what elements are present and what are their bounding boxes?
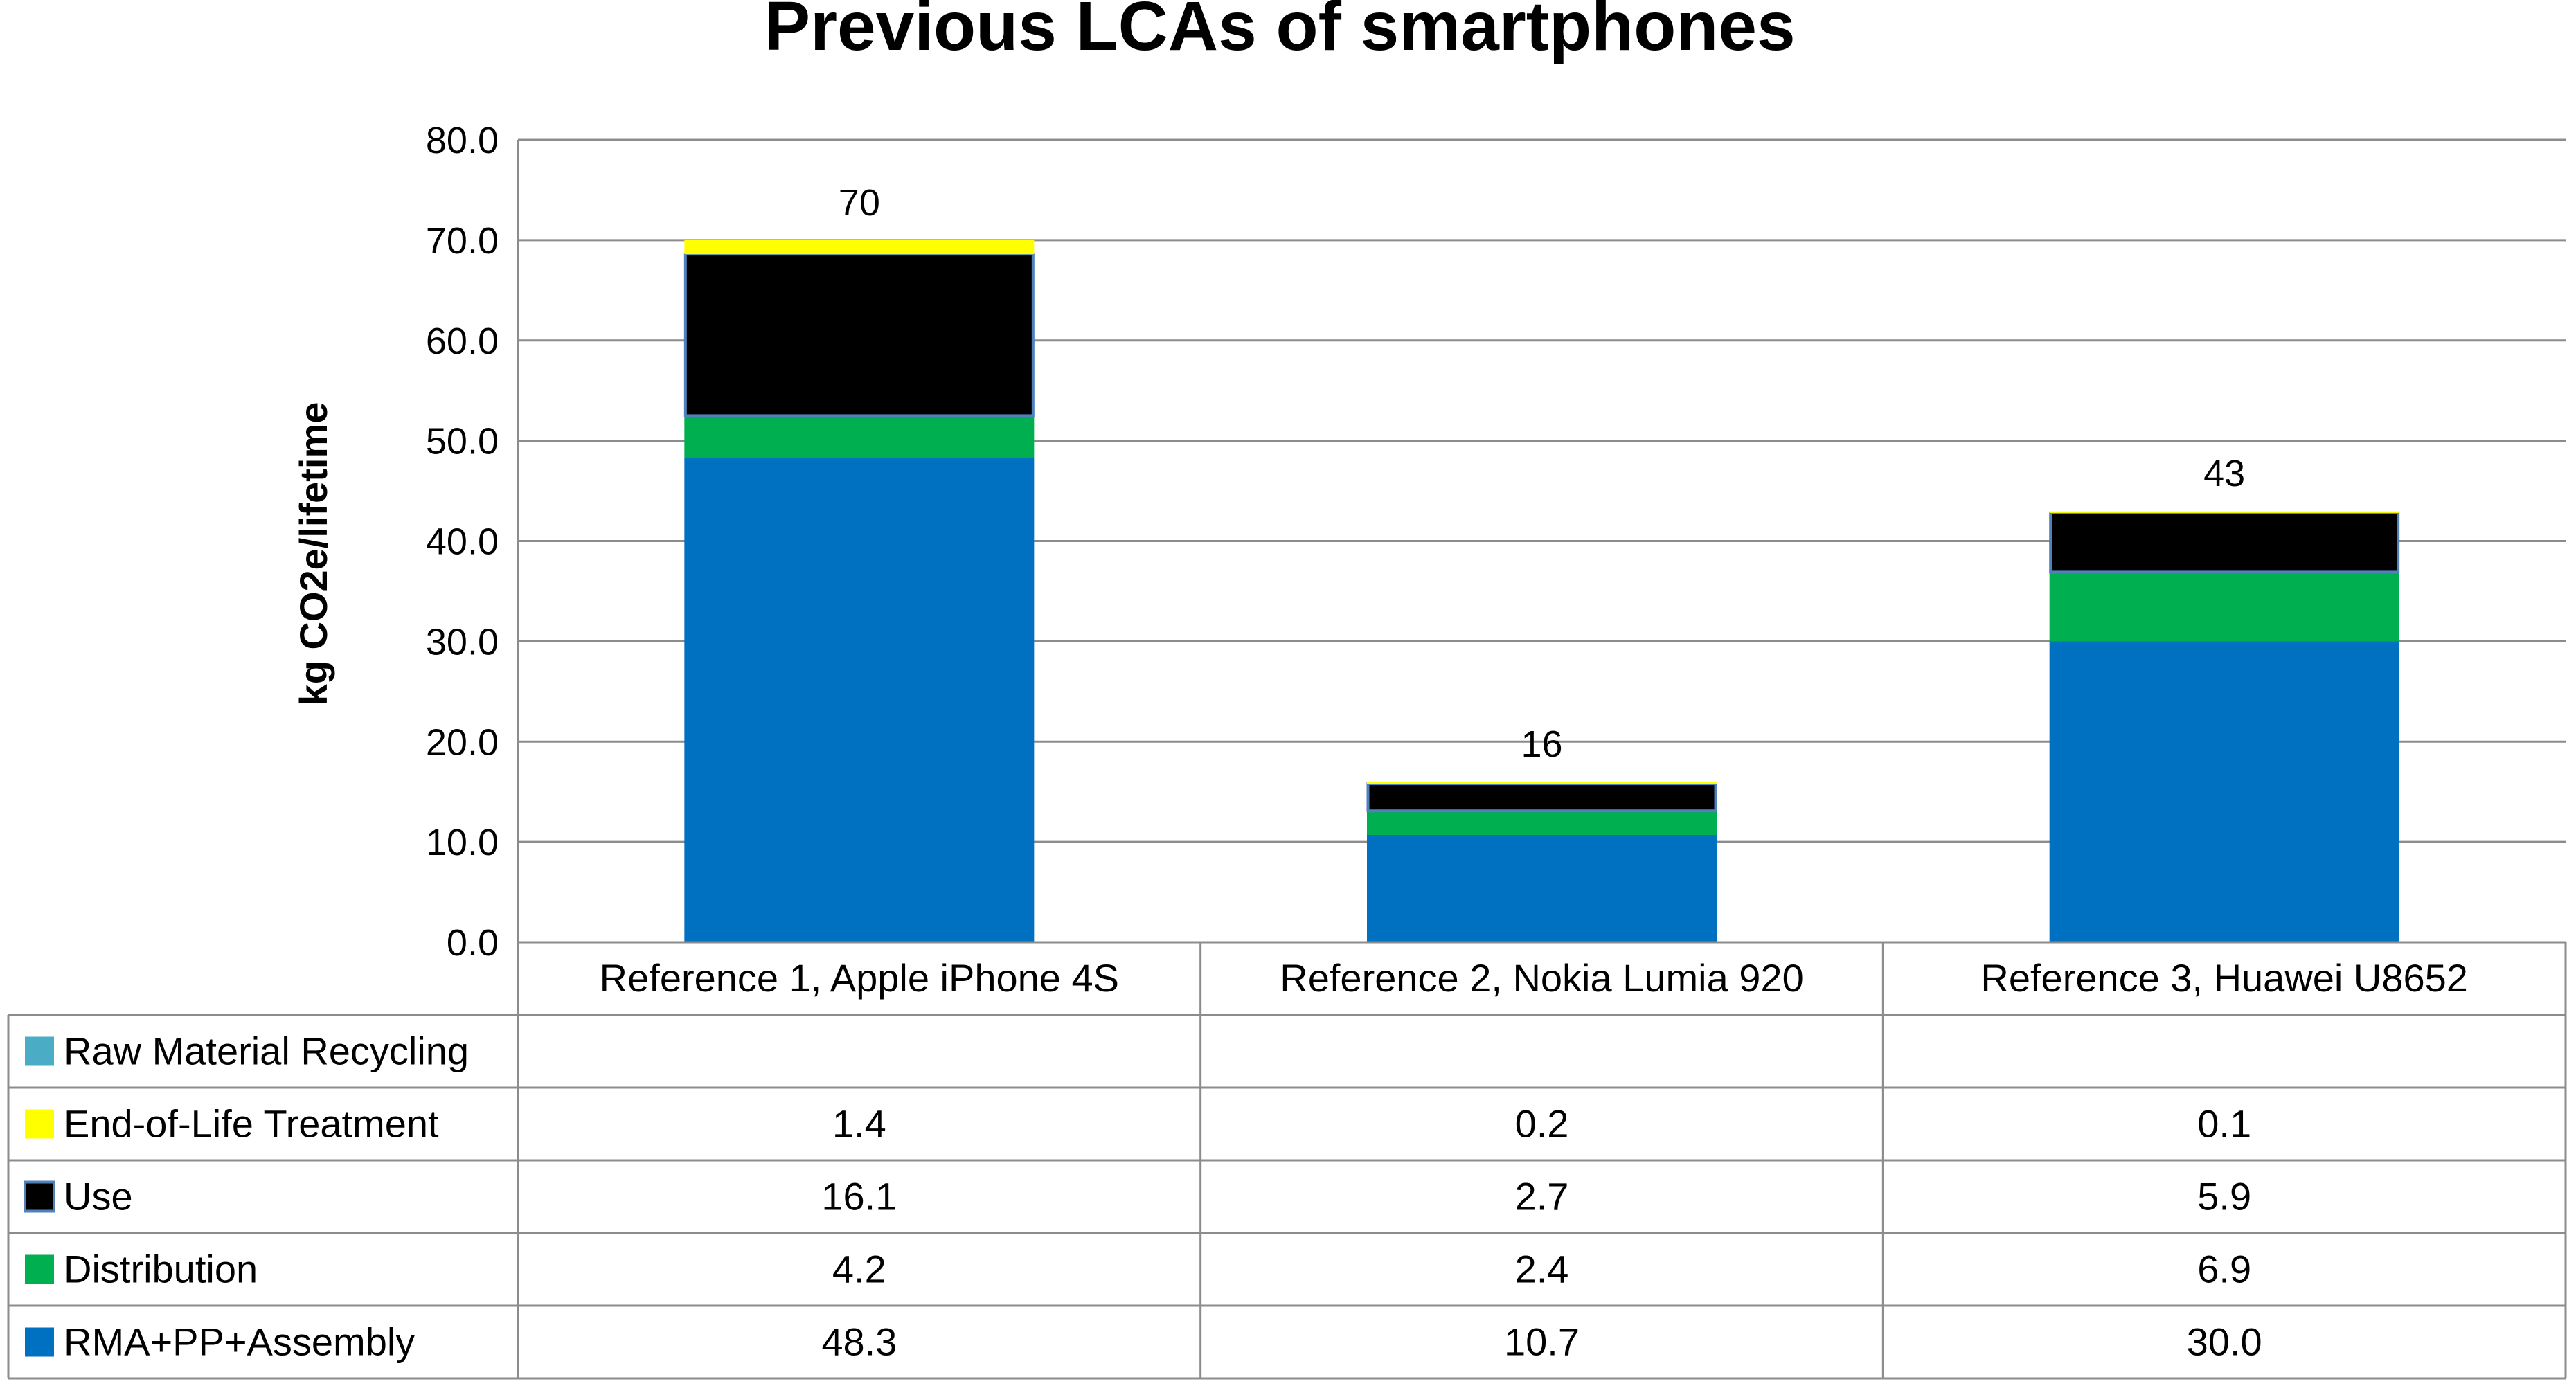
bars-layer xyxy=(683,240,2400,942)
bar-segment xyxy=(683,253,1035,417)
data-table: Reference 1, Apple iPhone 4S Reference 2,… xyxy=(7,941,2567,1380)
y-tick-label: 50.0 xyxy=(426,421,499,462)
y-axis-label: kg CO2e/lifetime xyxy=(292,402,335,706)
table-cell-value: 16.1 xyxy=(821,1175,897,1218)
y-tick-label: 0.0 xyxy=(447,922,499,964)
labels-layer: 70 16 43 xyxy=(839,182,2245,765)
legend-swatch xyxy=(25,1109,54,1139)
table-cell-value: 4.2 xyxy=(832,1248,886,1291)
bar-segment xyxy=(1367,811,1717,835)
table-cell-value: 6.9 xyxy=(2197,1248,2251,1291)
y-tick-label: 60.0 xyxy=(426,321,499,362)
bar-segment xyxy=(1367,834,1717,942)
y-tick-label: 20.0 xyxy=(426,721,499,763)
legend-swatch xyxy=(25,1327,54,1357)
bar-segment xyxy=(1367,782,1717,784)
y-tick-label: 40.0 xyxy=(426,521,499,563)
legend-swatch xyxy=(25,1036,54,1066)
series-label: End-of-Life Treatment xyxy=(64,1102,439,1146)
bar-segment xyxy=(2049,641,2399,942)
bar-segment xyxy=(684,415,1035,458)
bar-segment xyxy=(684,458,1035,942)
category-label: Reference 3, Huawei U8652 xyxy=(1980,956,2468,1000)
table-cell-value: 10.7 xyxy=(1504,1320,1580,1364)
legend-swatch xyxy=(24,1180,55,1213)
y-tick-label: 70.0 xyxy=(426,220,499,262)
y-tick-label: 80.0 xyxy=(426,120,499,161)
table-cell-value: 2.4 xyxy=(1515,1248,1569,1291)
y-tick-label: 30.0 xyxy=(426,621,499,663)
series-label: Use xyxy=(64,1175,133,1218)
bar-total-label: 70 xyxy=(839,182,880,224)
bar-segment xyxy=(2049,572,2399,642)
bar-total-label: 16 xyxy=(1521,723,1562,765)
category-label: Reference 2, Nokia Lumia 920 xyxy=(1280,956,1803,1000)
series-label: Raw Material Recycling xyxy=(64,1029,469,1073)
bar-total-label: 43 xyxy=(2203,453,2245,494)
category-label: Reference 1, Apple iPhone 4S xyxy=(600,956,1119,1000)
legend-swatch xyxy=(25,1254,54,1284)
y-tick-label: 10.0 xyxy=(426,822,499,863)
series-label: Distribution xyxy=(64,1248,258,1291)
table-cell-value: 5.9 xyxy=(2197,1175,2251,1218)
table-cell-value: 48.3 xyxy=(821,1320,897,1364)
bar-segment xyxy=(684,240,1035,255)
chart-title: Previous LCAs of smartphones xyxy=(764,0,1795,65)
table-cell-value: 2.7 xyxy=(1515,1175,1569,1218)
table-cell-value: 1.4 xyxy=(832,1102,886,1146)
table-cell-value: 0.2 xyxy=(1515,1102,1569,1146)
bar-segment xyxy=(2049,511,2400,574)
table-cell-value: 30.0 xyxy=(2187,1320,2262,1364)
table-cell-value: 0.1 xyxy=(2197,1102,2251,1146)
series-label: RMA+PP+Assembly xyxy=(64,1320,415,1364)
bar-segment xyxy=(1366,782,1717,813)
